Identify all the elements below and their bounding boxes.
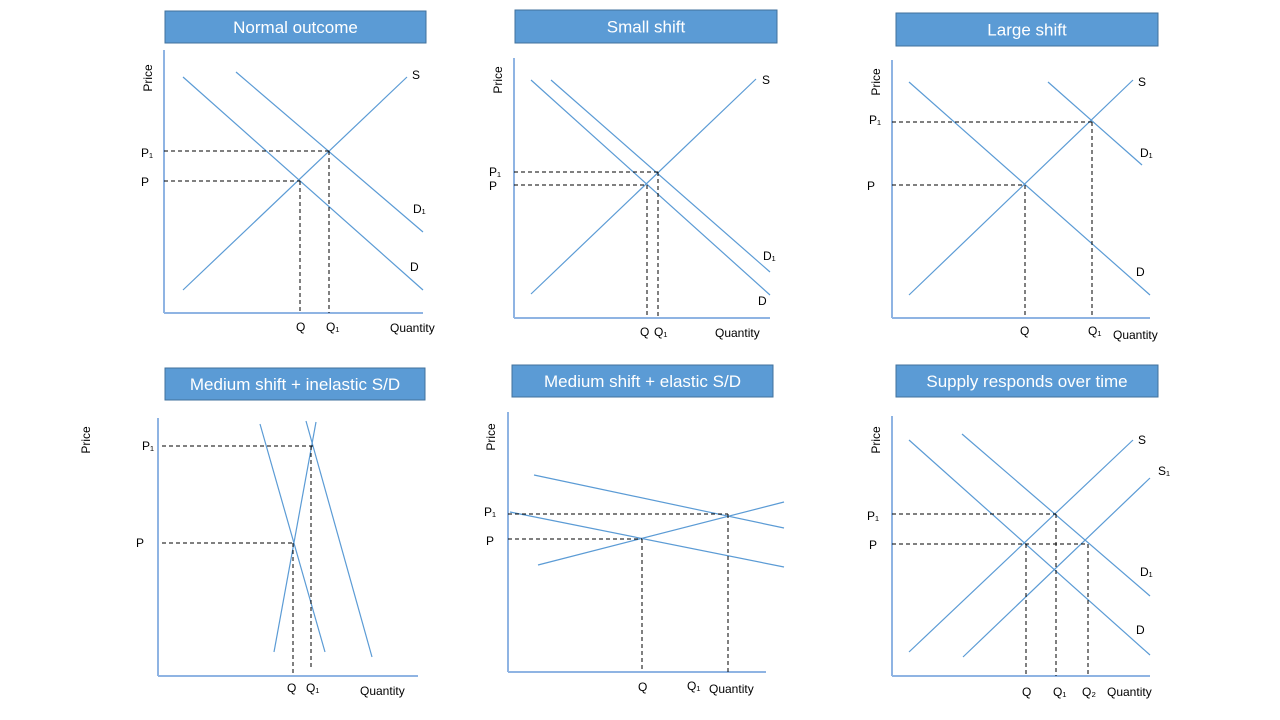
panel-title: Normal outcome <box>233 18 358 37</box>
title-box <box>895 364 1159 398</box>
price-label-p1: P₁ <box>869 113 881 127</box>
price-label-p1: P₁ <box>484 505 496 519</box>
quantity-label-q: Q <box>1020 324 1029 338</box>
title-box <box>164 367 426 401</box>
quantity-label-q1: Q₁ <box>1088 324 1101 338</box>
demand-curve-d1 <box>550 79 771 273</box>
curve-label-d: D <box>410 260 419 274</box>
panel-title: Supply responds over time <box>926 372 1127 391</box>
quantity-label-q: Q <box>638 680 647 694</box>
curve-label-d1: D₁ <box>1140 146 1153 160</box>
panel-title: Small shift <box>607 18 686 37</box>
price-label-p: P <box>136 536 144 550</box>
supply-curve-s <box>908 79 1134 296</box>
curve-label-d: D <box>1136 623 1145 637</box>
curve-label-s: S <box>762 73 770 87</box>
x-axis-label: Quantity <box>709 682 754 696</box>
panel-1: Normal outcome Price Quantity P₁ P Q Q₁ S D₁ D <box>141 10 435 335</box>
price-label-p: P <box>869 538 877 552</box>
demand-curve-d <box>259 423 326 653</box>
quantity-label-q1: Q₁ <box>1053 685 1066 699</box>
title-box <box>514 9 778 44</box>
quantity-label-q1: Q₁ <box>326 320 339 334</box>
x-axis-label: Quantity <box>715 326 760 340</box>
price-label-p: P <box>141 175 149 189</box>
quantity-label-q1: Q₁ <box>654 325 667 339</box>
demand-curve-d <box>530 79 771 296</box>
quantity-label-q1: Q₁ <box>687 679 700 693</box>
demand-curve-d <box>908 439 1151 656</box>
panel-title: Medium shift + elastic S/D <box>544 372 741 391</box>
quantity-label-q: Q <box>296 320 305 334</box>
curve-label-s1: S₁ <box>1158 464 1170 478</box>
y-axis-label: Price <box>869 426 883 454</box>
curve-label-d: D <box>1136 265 1145 279</box>
curve-label-s: S <box>1138 75 1146 89</box>
curve-label-d1: D₁ <box>763 249 776 263</box>
demand-curve-d1 <box>1047 81 1143 166</box>
y-axis-label: Price <box>491 66 505 94</box>
y-axis-label: Price <box>141 64 155 92</box>
curve-label-d1: D₁ <box>1140 565 1153 579</box>
quantity-label-q: Q <box>287 681 296 695</box>
quantity-label-q2: Q₂ <box>1082 685 1096 699</box>
x-axis-label: Quantity <box>1113 328 1158 342</box>
demand-curve-d <box>509 511 785 568</box>
supply-curve-s1 <box>962 477 1151 658</box>
x-axis-label: Quantity <box>390 321 435 335</box>
panel-title: Large shift <box>987 21 1067 40</box>
x-axis-label: Quantity <box>360 684 405 698</box>
price-label-p: P <box>867 179 875 193</box>
price-label-p1: P₁ <box>141 146 153 160</box>
price-label-p: P <box>486 534 494 548</box>
panel-3: Large shift Price Quantity P₁ P Q Q₁ S D₁ D <box>867 12 1159 342</box>
demand-curve-d1 <box>533 474 785 529</box>
supply-curve-s <box>530 78 757 295</box>
curve-label-s: S <box>412 68 420 82</box>
price-label-p: P <box>489 179 497 193</box>
quantity-label-q: Q <box>1022 685 1031 699</box>
quantity-label-q1: Q₁ <box>306 681 319 695</box>
price-label-p1: P₁ <box>867 509 879 523</box>
y-axis-label: Price <box>79 426 93 454</box>
panel-6: Supply responds over time Price Quantity P₁… <box>867 364 1170 699</box>
panel-2: Small shift Price Quantity P₁P Q Q₁ S D₁ D <box>489 9 778 340</box>
supply-curve-s <box>537 501 785 566</box>
curve-label-d: D <box>758 294 767 308</box>
title-box <box>164 10 427 44</box>
y-axis-label: Price <box>869 68 883 96</box>
price-label-p1: P₁ <box>142 439 154 453</box>
y-axis-label: Price <box>484 423 498 451</box>
demand-curve-d1 <box>305 420 373 658</box>
x-axis-label: Quantity <box>1107 685 1152 699</box>
supply-curve-s <box>182 76 408 291</box>
title-box <box>511 364 774 398</box>
panel-4: Medium shift + inelastic S/D Price Quantit… <box>79 367 426 698</box>
panel-title: Medium shift + inelastic S/D <box>190 375 400 394</box>
demand-curve-d <box>182 76 424 291</box>
curve-label-s: S <box>1138 433 1146 447</box>
demand-curve-d <box>908 81 1151 296</box>
title-box <box>895 12 1159 47</box>
supply-curve-s <box>273 421 317 653</box>
panel-5: Medium shift + elastic S/D Price Quantity P… <box>484 364 785 696</box>
quantity-label-q: Q <box>640 325 649 339</box>
supply-curve-s <box>908 439 1134 653</box>
price-label-p1: P₁ <box>489 165 501 179</box>
curve-label-d1: D₁ <box>413 202 426 216</box>
